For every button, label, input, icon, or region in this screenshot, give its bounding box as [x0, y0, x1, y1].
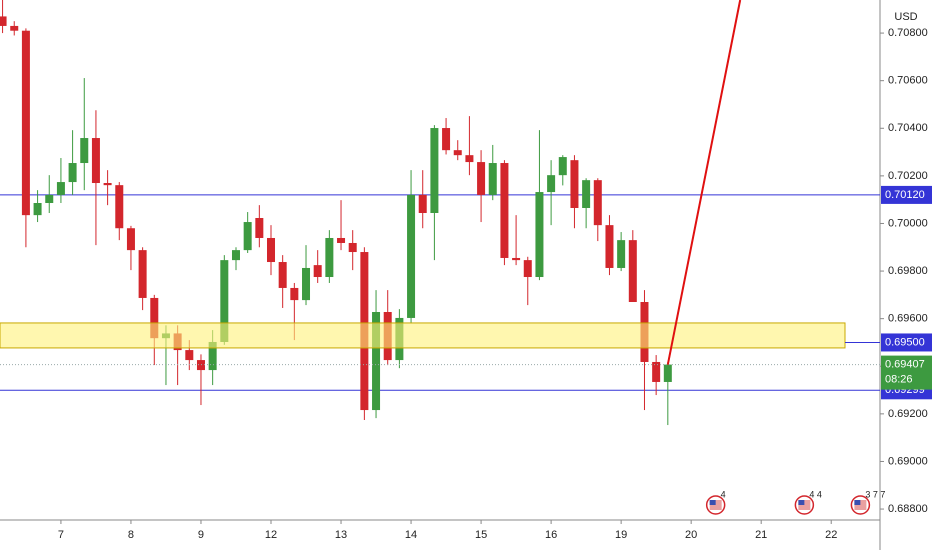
x-tick-label: 9	[198, 529, 204, 541]
y-tick-label: 0.70600	[888, 75, 928, 87]
candle-body	[56, 182, 65, 195]
candle-body	[477, 162, 486, 195]
y-tick-label: 0.68800	[888, 503, 928, 515]
candle-body	[558, 157, 567, 176]
candle-body	[45, 194, 54, 204]
x-tick-label: 19	[615, 529, 627, 541]
candle-body	[442, 128, 451, 151]
candle-body	[91, 138, 100, 184]
event-flag-canton	[798, 500, 805, 505]
candle-body	[523, 260, 532, 278]
candle-body	[593, 180, 602, 226]
last-price-label: 0.69407	[885, 359, 925, 371]
y-tick-label: 0.69200	[888, 408, 928, 420]
y-tick-label: 0.70200	[888, 170, 928, 182]
candle-body	[0, 16, 7, 26]
candle-body	[617, 240, 626, 268]
candle-body	[372, 312, 381, 411]
level-badge-label: 0.70120	[885, 189, 925, 201]
event-count: 3 7 7	[865, 489, 885, 499]
candle-body	[628, 240, 637, 303]
candle-body	[407, 194, 416, 318]
last-price-badge	[881, 355, 932, 390]
candle-body	[465, 155, 474, 163]
candle-body	[196, 360, 205, 371]
x-tick-label: 12	[265, 529, 277, 541]
candle-body	[290, 287, 299, 301]
candle-body	[255, 217, 264, 238]
candle-body	[126, 228, 135, 251]
x-tick-label: 7	[58, 529, 64, 541]
event-count: 4 4	[809, 489, 822, 499]
candle-body	[348, 242, 357, 253]
candle-body	[115, 185, 124, 229]
candle-body	[231, 250, 240, 261]
zone-badge	[881, 333, 932, 352]
y-tick-label: 0.70400	[888, 122, 928, 134]
candle-body	[547, 175, 556, 193]
candle-body	[208, 341, 217, 371]
candle-body	[663, 364, 672, 382]
x-tick-label: 8	[128, 529, 134, 541]
x-tick-label: 13	[335, 529, 347, 541]
candle-body	[325, 237, 334, 278]
countdown-label: 08:26	[885, 374, 913, 386]
candle-body	[21, 30, 30, 216]
candle-body	[185, 350, 194, 361]
event-flag-canton	[709, 500, 716, 505]
candle-body	[302, 267, 311, 301]
candle-body	[652, 361, 661, 382]
trend-line	[666, 0, 742, 365]
candle-body	[220, 260, 229, 342]
event-flag-canton	[854, 500, 861, 505]
candle-body	[68, 163, 77, 183]
candle-body	[80, 138, 89, 164]
x-tick-label: 15	[475, 529, 487, 541]
candle-body	[243, 222, 252, 251]
y-tick-label: 0.70800	[888, 27, 928, 39]
x-tick-label: 20	[685, 529, 697, 541]
candle-body	[453, 150, 462, 156]
candle-body	[570, 160, 579, 208]
candle-body	[418, 194, 427, 213]
candle-body	[337, 237, 346, 243]
candle-body	[512, 257, 521, 261]
currency-label: USD	[894, 11, 917, 23]
candle-body	[535, 192, 544, 278]
candle-body	[10, 25, 19, 31]
candle-body	[33, 203, 42, 216]
candle-body	[103, 183, 112, 186]
candle-body	[605, 225, 614, 268]
y-tick-label: 0.69800	[888, 265, 928, 277]
event-count: 4	[721, 489, 726, 499]
candle-body	[138, 250, 147, 298]
candle-body	[488, 163, 497, 195]
candle-body	[267, 237, 276, 263]
candle-body	[278, 262, 287, 288]
candle-body	[150, 297, 159, 339]
x-tick-label: 14	[405, 529, 417, 541]
y-tick-label: 0.70000	[888, 217, 928, 229]
y-tick-label: 0.69000	[888, 455, 928, 467]
level-badge	[881, 185, 932, 204]
zone	[0, 322, 846, 349]
zone-badge-label: 0.69500	[885, 336, 925, 348]
candle-body	[313, 265, 322, 278]
x-tick-label: 16	[545, 529, 557, 541]
x-tick-label: 22	[825, 529, 837, 541]
y-tick-label: 0.69600	[888, 313, 928, 325]
candle-body	[430, 128, 439, 213]
candle-body	[582, 180, 591, 208]
x-tick-label: 21	[755, 529, 767, 541]
candle-body	[500, 163, 509, 258]
